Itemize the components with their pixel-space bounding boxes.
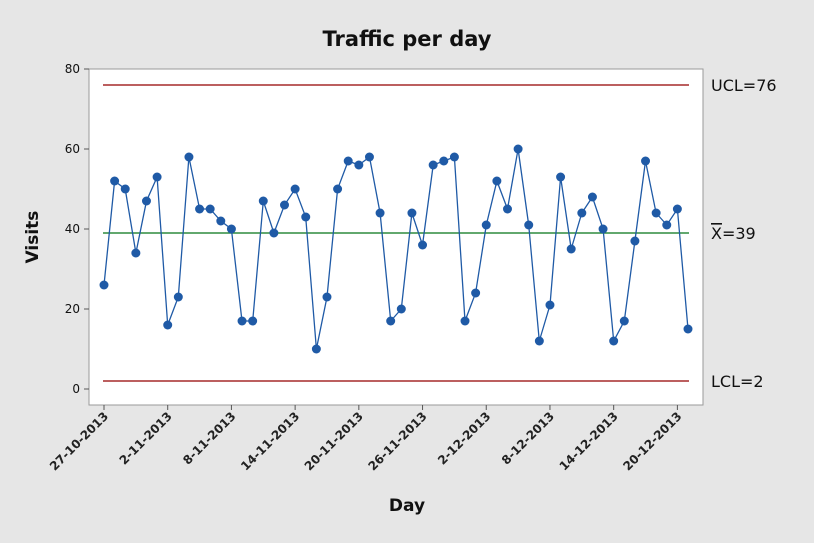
ref-label-ucl: UCL=76 bbox=[711, 76, 777, 95]
y-tick-label: 60 bbox=[65, 142, 80, 156]
data-point bbox=[237, 316, 247, 326]
data-point bbox=[280, 200, 290, 210]
data-point bbox=[386, 316, 396, 326]
mean-symbol: X bbox=[711, 224, 722, 243]
y-axis: 0 20 40 60 80 bbox=[65, 62, 89, 396]
data-point bbox=[407, 208, 417, 218]
ref-label-mean: X=39 bbox=[711, 224, 756, 243]
data-point bbox=[460, 316, 470, 326]
data-point bbox=[641, 156, 651, 166]
data-point bbox=[163, 320, 173, 330]
reference-labels: UCL=76 X=39 LCL=2 bbox=[711, 76, 777, 391]
data-point bbox=[195, 204, 205, 214]
x-tick-label: 27-10-2013 bbox=[47, 409, 111, 473]
data-point bbox=[619, 316, 629, 326]
data-point bbox=[672, 204, 682, 214]
data-point bbox=[269, 228, 279, 238]
data-point bbox=[428, 160, 438, 170]
data-point bbox=[205, 204, 215, 214]
x-tick-label: 8-11-2013 bbox=[180, 409, 238, 467]
reference-lines bbox=[103, 84, 689, 382]
x-axis-title: Day bbox=[389, 496, 425, 516]
data-point bbox=[343, 156, 353, 166]
mean-value: =39 bbox=[722, 224, 756, 243]
data-point bbox=[131, 248, 141, 258]
x-tick-label: 26-11-2013 bbox=[365, 409, 429, 473]
data-point bbox=[534, 336, 544, 346]
x-tick-label: 8-12-2013 bbox=[499, 409, 557, 467]
x-tick-label: 2-11-2013 bbox=[117, 409, 175, 467]
data-point bbox=[630, 236, 640, 246]
data-series bbox=[99, 144, 693, 354]
data-point bbox=[471, 288, 481, 298]
data-point bbox=[354, 160, 364, 170]
data-point bbox=[662, 220, 672, 230]
data-point bbox=[513, 144, 523, 154]
data-point bbox=[301, 212, 311, 222]
data-point bbox=[120, 184, 130, 194]
data-point bbox=[333, 184, 343, 194]
data-point bbox=[481, 220, 491, 230]
data-point bbox=[290, 184, 300, 194]
data-point bbox=[651, 208, 661, 218]
x-tick-label: 20-12-2013 bbox=[620, 409, 684, 473]
data-point bbox=[683, 324, 693, 334]
data-point bbox=[524, 220, 534, 230]
data-point bbox=[556, 172, 566, 182]
data-point bbox=[141, 196, 151, 206]
data-point bbox=[418, 240, 428, 250]
data-point bbox=[99, 280, 109, 290]
y-axis-title: Visits bbox=[23, 211, 43, 264]
data-point bbox=[258, 196, 268, 206]
data-point bbox=[311, 344, 321, 354]
chart-title: Traffic per day bbox=[323, 27, 492, 51]
plot-area bbox=[88, 68, 704, 406]
data-point bbox=[173, 292, 183, 302]
data-point bbox=[248, 316, 258, 326]
data-point bbox=[566, 244, 576, 254]
data-point bbox=[587, 192, 597, 202]
x-axis: 27-10-2013 2-11-2013 8-11-2013 14-11-2013 20… bbox=[47, 405, 685, 473]
data-point bbox=[152, 172, 162, 182]
y-tick-label: 40 bbox=[65, 222, 80, 236]
data-point bbox=[545, 300, 555, 310]
data-point bbox=[184, 152, 194, 162]
y-tick-label: 80 bbox=[65, 62, 80, 76]
data-point bbox=[375, 208, 385, 218]
data-point bbox=[449, 152, 459, 162]
data-point bbox=[110, 176, 120, 186]
data-point bbox=[598, 224, 608, 234]
x-tick-label: 14-12-2013 bbox=[557, 409, 621, 473]
x-tick-label: 20-11-2013 bbox=[302, 409, 366, 473]
x-tick-label: 2-12-2013 bbox=[435, 409, 493, 467]
data-point bbox=[364, 152, 374, 162]
data-point bbox=[322, 292, 332, 302]
ref-label-lcl: LCL=2 bbox=[711, 372, 764, 391]
data-point bbox=[577, 208, 587, 218]
y-tick-label: 0 bbox=[72, 382, 80, 396]
data-point bbox=[609, 336, 619, 346]
data-point bbox=[396, 304, 406, 314]
data-point bbox=[502, 204, 512, 214]
data-point bbox=[439, 156, 449, 166]
data-point bbox=[216, 216, 226, 226]
data-point bbox=[492, 176, 502, 186]
x-tick-label: 14-11-2013 bbox=[238, 409, 302, 473]
y-tick-label: 20 bbox=[65, 302, 80, 316]
data-point bbox=[226, 224, 236, 234]
